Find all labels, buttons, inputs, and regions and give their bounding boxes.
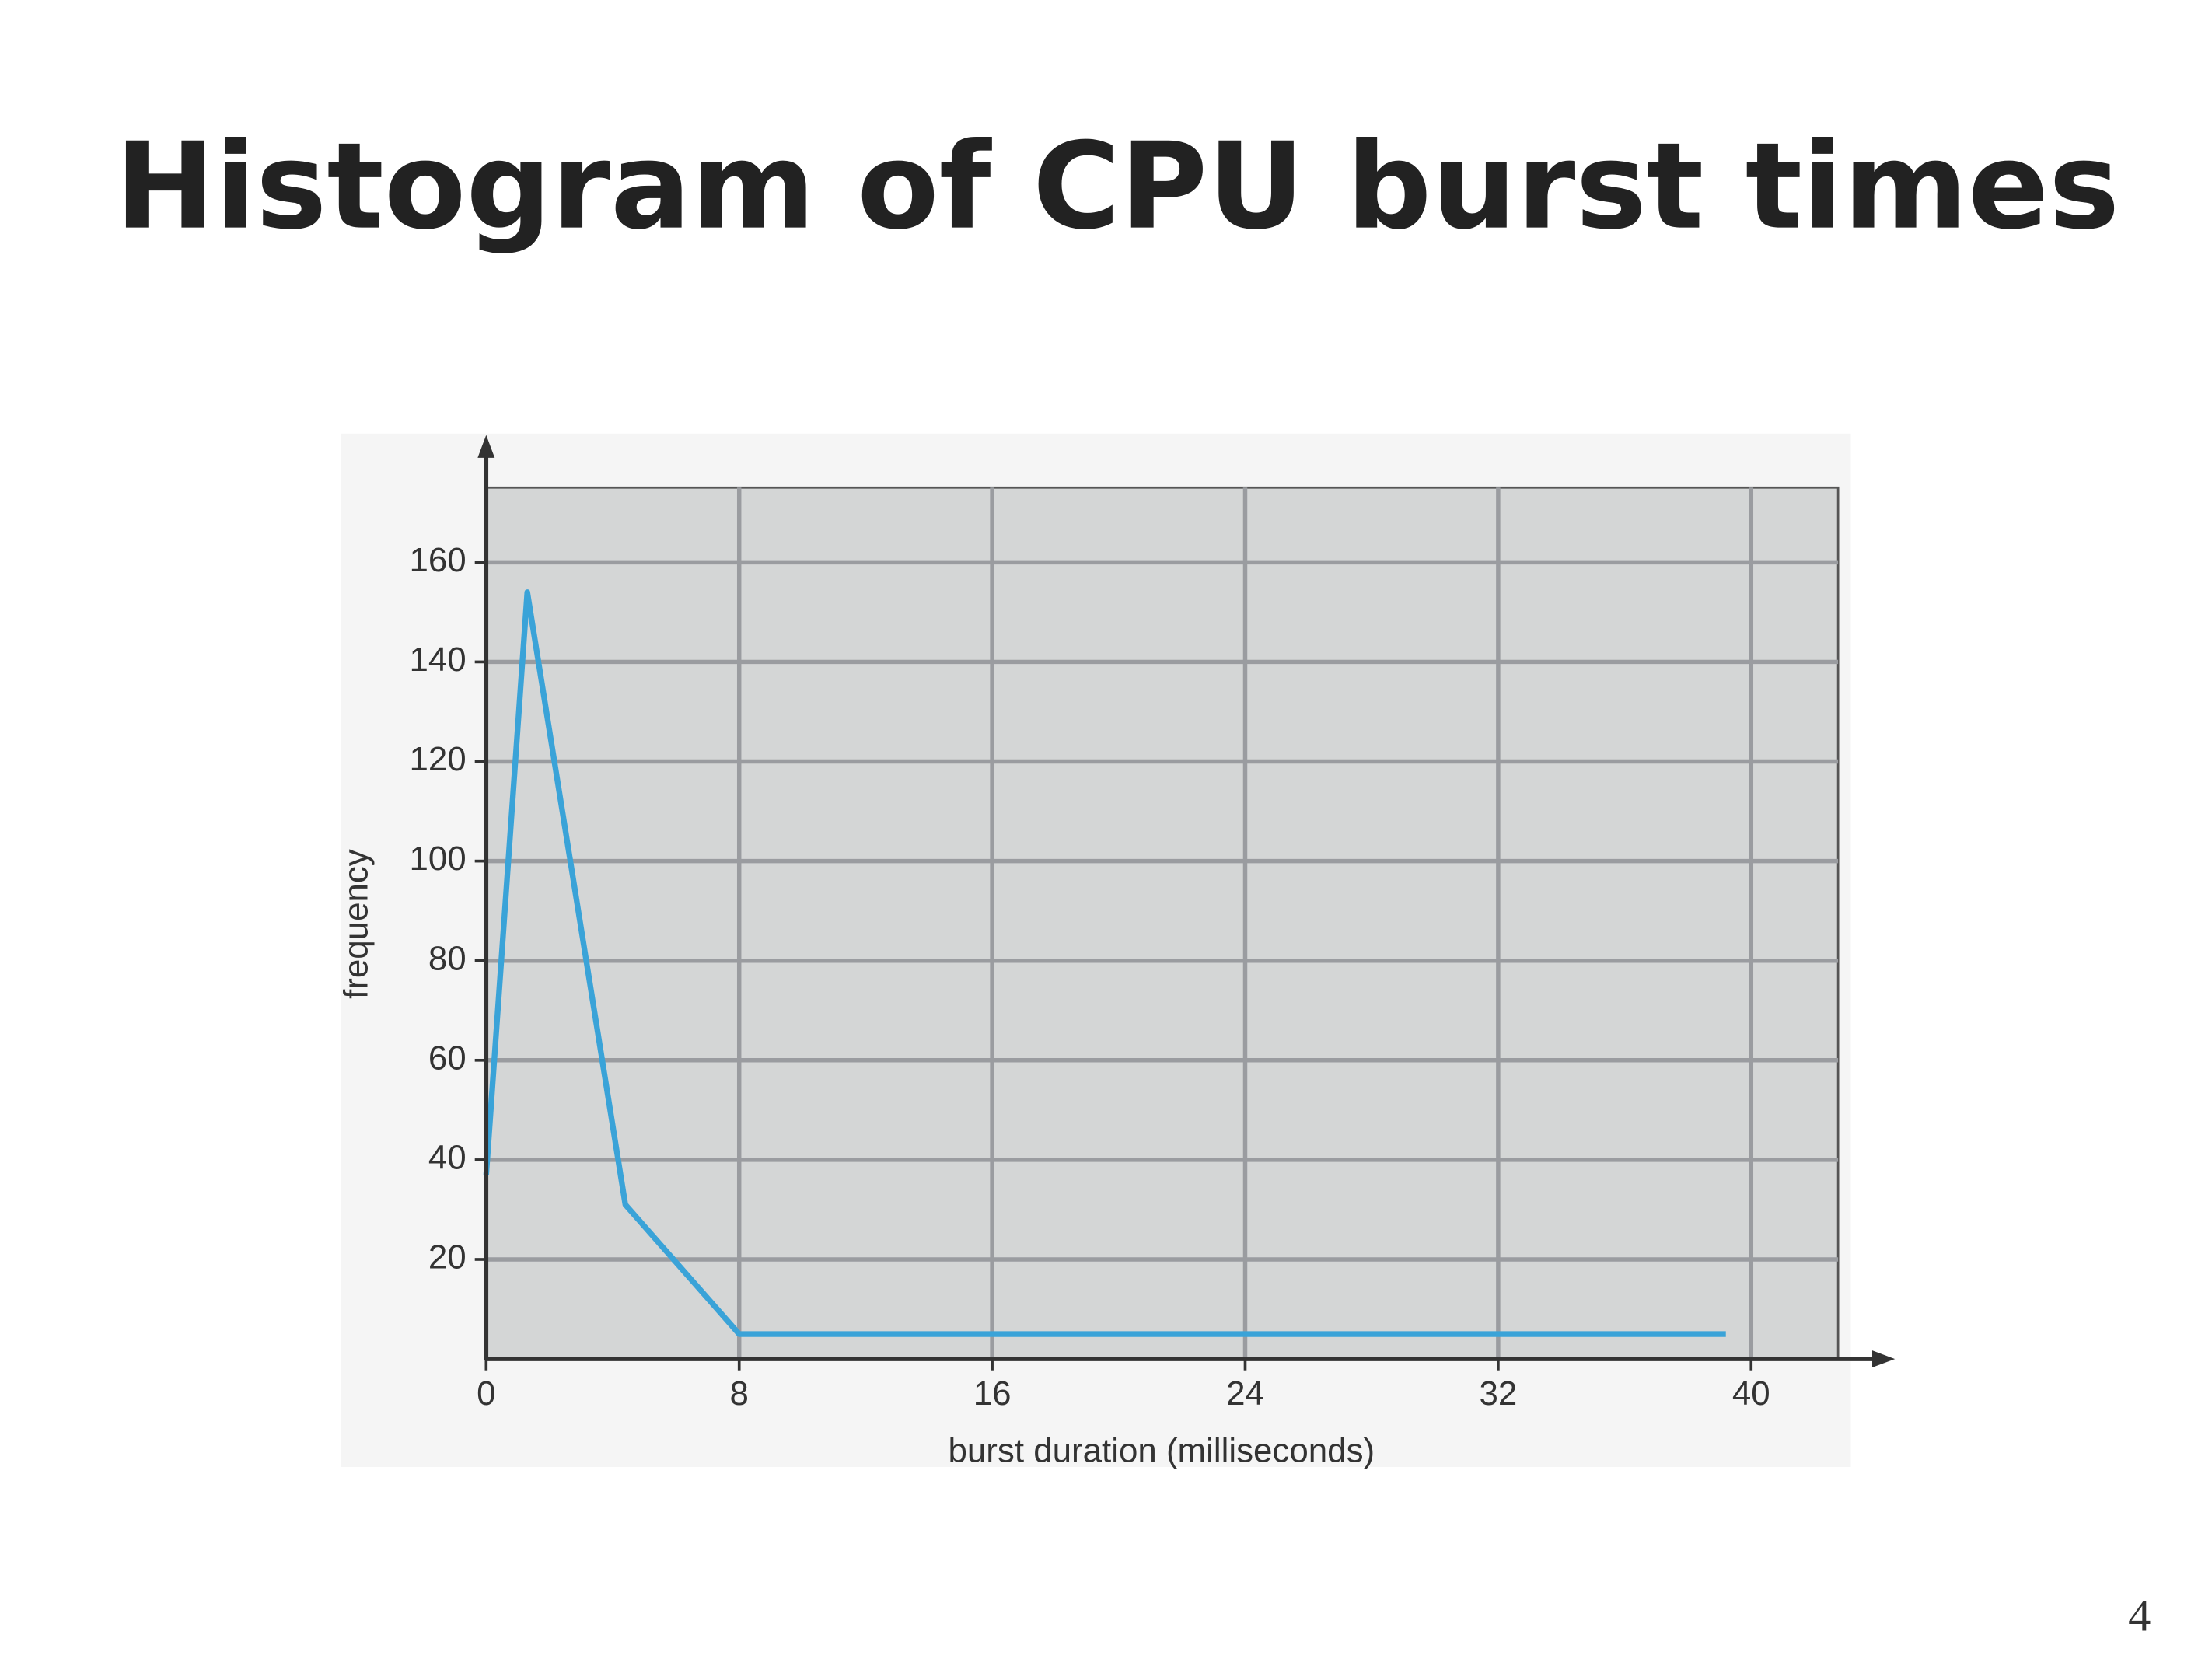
y-tick-label: 160: [409, 541, 466, 579]
x-tick-label: 16: [973, 1374, 1012, 1413]
y-tick-label: 140: [409, 641, 466, 679]
y-axis-label: frequency: [337, 849, 375, 999]
page-number: 4: [2128, 1590, 2151, 1640]
x-tick-label: 24: [1226, 1374, 1264, 1413]
y-tick-label: 60: [428, 1039, 467, 1077]
y-tick-label: 40: [428, 1138, 467, 1176]
y-tick-label: 20: [428, 1238, 467, 1277]
y-tick-label: 100: [409, 840, 466, 878]
x-axis-arrow: [1872, 1350, 1896, 1368]
plot-area: [484, 486, 1840, 1360]
y-axis-arrow: [477, 435, 495, 458]
x-axis-label: burst duration (milliseconds): [948, 1431, 1375, 1469]
x-tick-label: 0: [477, 1374, 495, 1413]
data-line: [483, 589, 1726, 1337]
grid: [474, 487, 1839, 1371]
x-tick-label: 32: [1479, 1374, 1517, 1413]
slide-title: Histogram of CPU burst times: [115, 117, 2120, 257]
x-tick-label: 8: [730, 1374, 749, 1413]
y-tick-label: 80: [428, 939, 467, 977]
marks: [483, 589, 1726, 1337]
x-tick-label: 40: [1732, 1374, 1770, 1413]
y-tick-label: 120: [409, 740, 466, 778]
